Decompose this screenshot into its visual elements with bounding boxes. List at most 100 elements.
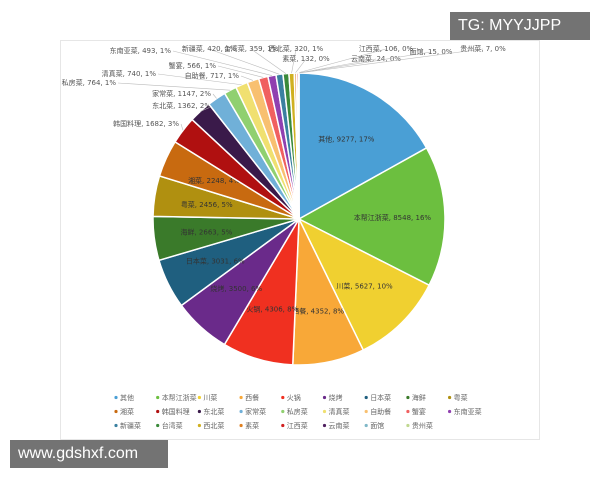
legend-label: 东北菜: [203, 407, 224, 416]
leader-line: [180, 123, 184, 131]
legend-label: 面馆: [370, 421, 384, 430]
legend-label: 海鲜: [412, 393, 426, 402]
leader-line: [297, 48, 387, 74]
legend-marker: [239, 423, 243, 428]
legend-marker: [156, 395, 160, 400]
slice-label: 东南亚菜, 493, 1%: [110, 46, 172, 55]
slice-label: 湘菜, 2248, 4%: [188, 176, 240, 185]
slice-label: 西北菜, 320, 1%: [269, 44, 324, 53]
slice-label: 面馆, 15, 0%: [410, 47, 453, 56]
legend-label: 贵州菜: [412, 421, 433, 430]
legend-label: 韩国料理: [162, 407, 190, 416]
leader-line: [250, 48, 287, 74]
leader-line: [208, 48, 280, 75]
slice-label: 素菜, 132, 0%: [282, 54, 330, 63]
legend-marker: [114, 423, 118, 428]
chart-card: 其他, 9277, 17% 本帮江浙菜, 8548, 16% 川菜, 5627, 1…: [60, 40, 540, 440]
slice-label: 家常菜, 1147, 2%: [152, 89, 211, 98]
legend-marker: [239, 409, 243, 414]
leader-line: [212, 93, 217, 99]
legend-marker: [197, 423, 201, 428]
legend-marker: [364, 409, 368, 414]
legend-marker: [406, 395, 410, 400]
legend-label: 蟹宴: [412, 407, 426, 416]
slice-label: 粤菜, 2456, 5%: [181, 200, 233, 209]
legend-label: 东南亚菜: [454, 407, 482, 416]
legend-marker: [322, 395, 327, 400]
slice-label: 烧烤, 3500, 6%: [210, 284, 262, 293]
legend-label: 西北菜: [203, 421, 224, 430]
legend-marker: [197, 409, 201, 414]
legend-label: 清真菜: [329, 407, 350, 416]
legend-marker: [281, 395, 285, 400]
legend-label: 其他: [120, 393, 134, 402]
watermark-top: TG: MYYJJPP: [450, 12, 590, 40]
legend-label: 烧烤: [329, 393, 343, 402]
legend-marker: [406, 409, 410, 414]
legend-marker: [448, 395, 452, 400]
pie-slice: [297, 217, 431, 352]
slice-label: 本帮江浙菜, 8548, 16%: [354, 213, 432, 222]
legend-label: 素菜: [245, 421, 259, 430]
legend-marker: [239, 395, 243, 400]
slice-label: 火锅, 4306, 8%: [246, 305, 298, 314]
legend-label: 湘菜: [120, 407, 134, 416]
watermark-bottom: www.gdshxf.com: [10, 440, 168, 468]
slice-label: 新疆菜, 420, 1%: [182, 44, 237, 53]
legend-label: 粤菜: [454, 393, 468, 402]
slice-label: 西餐, 4352, 8%: [292, 306, 344, 315]
pie-slice: [298, 72, 428, 221]
legend-label: 自助餐: [370, 407, 391, 416]
legend-marker: [364, 423, 368, 428]
leader-line: [298, 51, 432, 74]
legend-marker: [406, 423, 410, 428]
slice-label: 韩国料理, 1682, 3%: [113, 119, 179, 128]
legend-marker: [448, 409, 452, 414]
legend-marker: [322, 409, 327, 414]
leader-line: [240, 75, 254, 81]
legend-label: 本帮江浙菜: [162, 393, 197, 402]
legend-marker: [281, 423, 285, 428]
slice-label: 自助餐, 717, 1%: [185, 71, 240, 80]
slice-label: 其他, 9277, 17%: [318, 134, 375, 143]
leader-line: [172, 50, 272, 76]
slice-label: 私房菜, 764, 1%: [62, 78, 117, 87]
leader-line: [295, 58, 307, 74]
legend-label: 新疆菜: [120, 421, 141, 430]
leader-line: [217, 65, 264, 78]
legend-marker: [197, 395, 201, 400]
leader-line: [298, 58, 377, 74]
legend-marker: [156, 423, 160, 428]
slice-label: 东北菜, 1362, 2%: [152, 101, 211, 110]
slice-label: 川菜, 5627, 10%: [336, 282, 393, 291]
slice-label: 江西菜, 106, 0%: [359, 44, 414, 53]
legend-label: 西餐: [245, 393, 259, 402]
slice-label: 贵州菜, 7, 0%: [460, 44, 506, 53]
legend-marker: [114, 395, 118, 400]
leader-line: [298, 48, 484, 74]
slice-label: 台湾菜, 359, 1%: [224, 44, 279, 53]
legend-marker: [281, 409, 285, 414]
pie-chart: 其他, 9277, 17% 本帮江浙菜, 8548, 16% 川菜, 5627, 1…: [62, 44, 506, 430]
legend-label: 火锅: [287, 393, 301, 402]
legend-label: 日本菜: [370, 393, 391, 402]
slice-label: 海鲜, 2663, 5%: [180, 228, 232, 237]
legend-label: 台湾菜: [162, 421, 183, 430]
slice-label: 清真菜, 740, 1%: [102, 69, 157, 78]
leader-line: [291, 48, 297, 74]
legend-marker: [322, 423, 327, 428]
legend-label: 云南菜: [329, 421, 350, 430]
legend-label: 家常菜: [245, 407, 266, 416]
slice-label: 日本菜, 3031, 6%: [186, 257, 245, 266]
legend-marker: [114, 409, 118, 414]
slice-label: 蟹宴, 566, 1%: [169, 61, 217, 70]
legend-label: 川菜: [203, 393, 217, 402]
legend-marker: [156, 409, 160, 414]
pie-slice: [297, 146, 446, 287]
slice-label: 云南菜, 24, 0%: [351, 54, 401, 63]
legend-label: 江西菜: [287, 421, 308, 430]
legend-label: 私房菜: [287, 407, 308, 416]
leader-line: [117, 82, 231, 91]
legend-marker: [364, 395, 368, 400]
leader-line: [157, 73, 242, 86]
